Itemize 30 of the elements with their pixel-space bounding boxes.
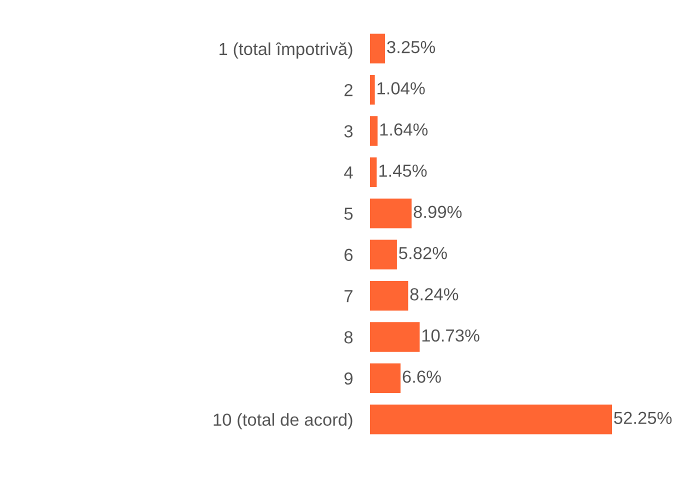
bar (370, 240, 397, 270)
data-label: 8.99% (414, 206, 462, 218)
bar (370, 363, 401, 394)
bar (370, 198, 412, 228)
y-tick-label: 7 (344, 290, 352, 302)
y-tick-label: 2 (344, 84, 352, 96)
data-label: 10.73% (422, 329, 480, 342)
bar (370, 34, 386, 64)
bar (370, 157, 377, 188)
y-tick-label: 9 (344, 372, 353, 385)
y-tick-label: 4 (344, 166, 353, 178)
y-tick-label: 3 (344, 125, 353, 138)
data-label: 5.82% (399, 246, 447, 260)
data-label: 8.24% (410, 288, 458, 300)
bar (370, 322, 420, 352)
data-label: 6.6% (402, 370, 441, 383)
bar (370, 404, 612, 434)
bar (370, 280, 408, 311)
y-tick-label: 6 (344, 248, 353, 262)
y-tick-label: 5 (344, 208, 353, 220)
y-tick-label: 8 (344, 331, 353, 344)
y-tick-label: 1 (total împotrivă) (220, 42, 352, 59)
data-label: 1.64% (380, 123, 428, 136)
data-label: 3.25% (387, 40, 436, 54)
bar (370, 116, 378, 146)
y-tick-label: 10 (total de acord) (214, 413, 352, 430)
bar (370, 74, 375, 105)
data-label: 1.45% (379, 164, 427, 177)
data-label: 52.25% (614, 412, 672, 424)
data-label: 1.04% (378, 82, 425, 94)
